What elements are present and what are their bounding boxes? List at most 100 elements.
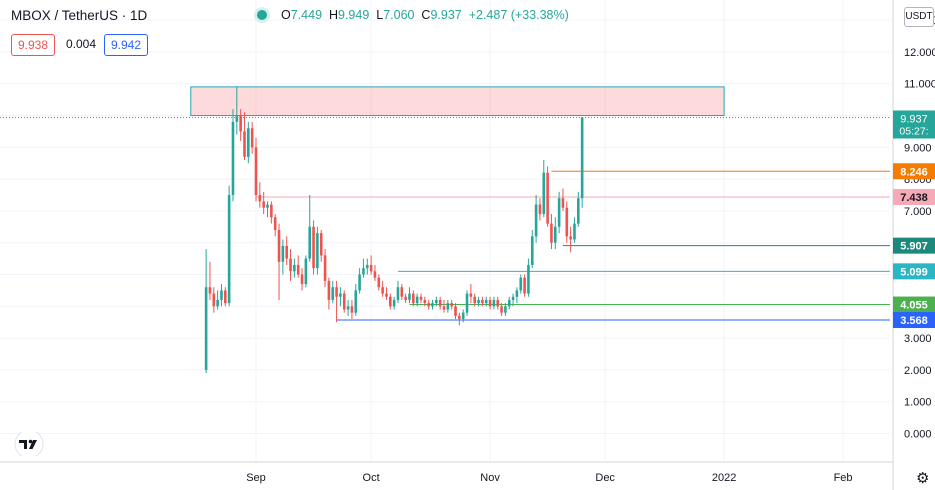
- candle-body: [300, 274, 304, 285]
- candle-body: [388, 296, 392, 307]
- candle-body: [450, 303, 453, 307]
- candle-body: [312, 226, 315, 269]
- candle-body: [277, 229, 281, 262]
- candle-body: [377, 277, 381, 288]
- level-tag: [893, 163, 935, 180]
- high-value: 9.949: [338, 8, 370, 22]
- candle-body: [239, 115, 242, 132]
- y-tick-label: 0.000: [904, 429, 932, 441]
- candle-body: [231, 121, 235, 195]
- low-value: 7.060: [383, 8, 415, 22]
- candle-body: [412, 293, 415, 304]
- candle-body: [350, 306, 354, 313]
- symbol-title[interactable]: MBOX / TetherUS · 1D: [11, 8, 148, 23]
- y-tick-label: 11.000: [904, 79, 935, 91]
- candle-body: [327, 280, 331, 300]
- x-tick-label: Nov: [480, 472, 500, 484]
- candle-body: [373, 271, 377, 278]
- last-price-tag: [893, 110, 935, 139]
- x-tick-label: Sep: [246, 472, 266, 484]
- level-tag-label: 3.568: [900, 315, 928, 327]
- candle-body: [530, 236, 534, 265]
- candle-body: [469, 293, 473, 297]
- close-value: 9.937: [430, 8, 462, 22]
- candle-body: [438, 299, 442, 307]
- candle-body: [224, 290, 227, 304]
- currency-button[interactable]: USDT: [904, 7, 934, 27]
- candle-body: [216, 299, 219, 307]
- candle-body: [577, 198, 580, 224]
- level-tag: [893, 296, 935, 313]
- candle-body: [561, 198, 565, 208]
- ohlc-readout: O7.449 H9.949 L7.060 C9.937 +2.487 (+33.…: [257, 8, 569, 22]
- chart-grid: [0, 0, 890, 462]
- price-tags: 8.246 7.438 5.907 5.099 4.055 3.568 9.93705:27…: [893, 110, 935, 329]
- y-tick-label: 12.000: [904, 47, 935, 59]
- close-label: C: [421, 8, 431, 22]
- x-tick-label: 2022: [712, 472, 736, 484]
- candle-body: [546, 172, 549, 224]
- candle-body: [220, 290, 223, 300]
- candle-body: [500, 306, 503, 313]
- candle-body: [362, 268, 365, 275]
- open-label: O: [281, 8, 291, 22]
- candle-body: [488, 299, 492, 307]
- level-tag-label: 8.246: [900, 166, 928, 178]
- y-tick-label: 3.000: [904, 333, 932, 345]
- candle-body: [385, 293, 388, 297]
- sell-price-button[interactable]: 9.938: [11, 34, 56, 56]
- candle-body: [342, 293, 346, 310]
- level-tag-label: 4.055: [900, 300, 928, 312]
- candle-body: [565, 207, 569, 237]
- candle-body: [396, 287, 400, 300]
- market-status-icon[interactable]: [257, 10, 267, 20]
- candle-body: [431, 303, 434, 307]
- settings-gear-icon[interactable]: ⚙: [916, 470, 930, 487]
- candle-body: [339, 293, 342, 297]
- candle-body: [553, 226, 557, 243]
- countdown-label: 05:27:: [899, 126, 928, 138]
- candle-body: [461, 312, 465, 320]
- level-tag-label: 5.907: [900, 241, 928, 253]
- candle-body: [454, 306, 457, 316]
- candle-body: [442, 306, 446, 310]
- candle-body: [511, 296, 515, 300]
- open-value: 7.449: [290, 8, 323, 22]
- candle-body: [316, 233, 319, 269]
- candle-body: [573, 223, 576, 240]
- candle-body: [358, 274, 361, 291]
- buy-price-button[interactable]: 9.942: [104, 34, 149, 56]
- candle-body: [369, 264, 373, 272]
- candle-body: [323, 255, 327, 281]
- candle-body: [262, 201, 265, 208]
- level-tag: [893, 188, 935, 205]
- candle-body: [296, 264, 300, 275]
- y-tick-label: 1.000: [904, 397, 932, 409]
- candle-body: [400, 287, 404, 297]
- candle-body: [492, 299, 496, 307]
- candle-body: [477, 299, 480, 304]
- candle-body: [243, 131, 246, 157]
- spread-value: 0.004: [66, 37, 97, 51]
- candle-body: [415, 296, 419, 304]
- candle-body: [507, 299, 511, 307]
- candle-body: [381, 287, 384, 294]
- tradingview-logo-icon[interactable]: [14, 432, 44, 456]
- candle-body: [319, 233, 323, 256]
- low-label: L: [376, 8, 384, 22]
- candle-body: [519, 277, 523, 291]
- candle-body: [266, 204, 269, 208]
- level-tag-label: 7.438: [900, 192, 928, 204]
- candle-body: [250, 128, 254, 148]
- level-tag-label: 5.099: [900, 266, 928, 278]
- y-tick-label: 7.000: [904, 206, 932, 218]
- candle-body: [212, 293, 216, 307]
- candle-body: [419, 296, 423, 300]
- candle-body: [458, 315, 461, 320]
- candle-body: [335, 287, 338, 297]
- candle-body: [285, 245, 288, 259]
- high-label: H: [328, 8, 338, 22]
- candle-body: [557, 198, 561, 227]
